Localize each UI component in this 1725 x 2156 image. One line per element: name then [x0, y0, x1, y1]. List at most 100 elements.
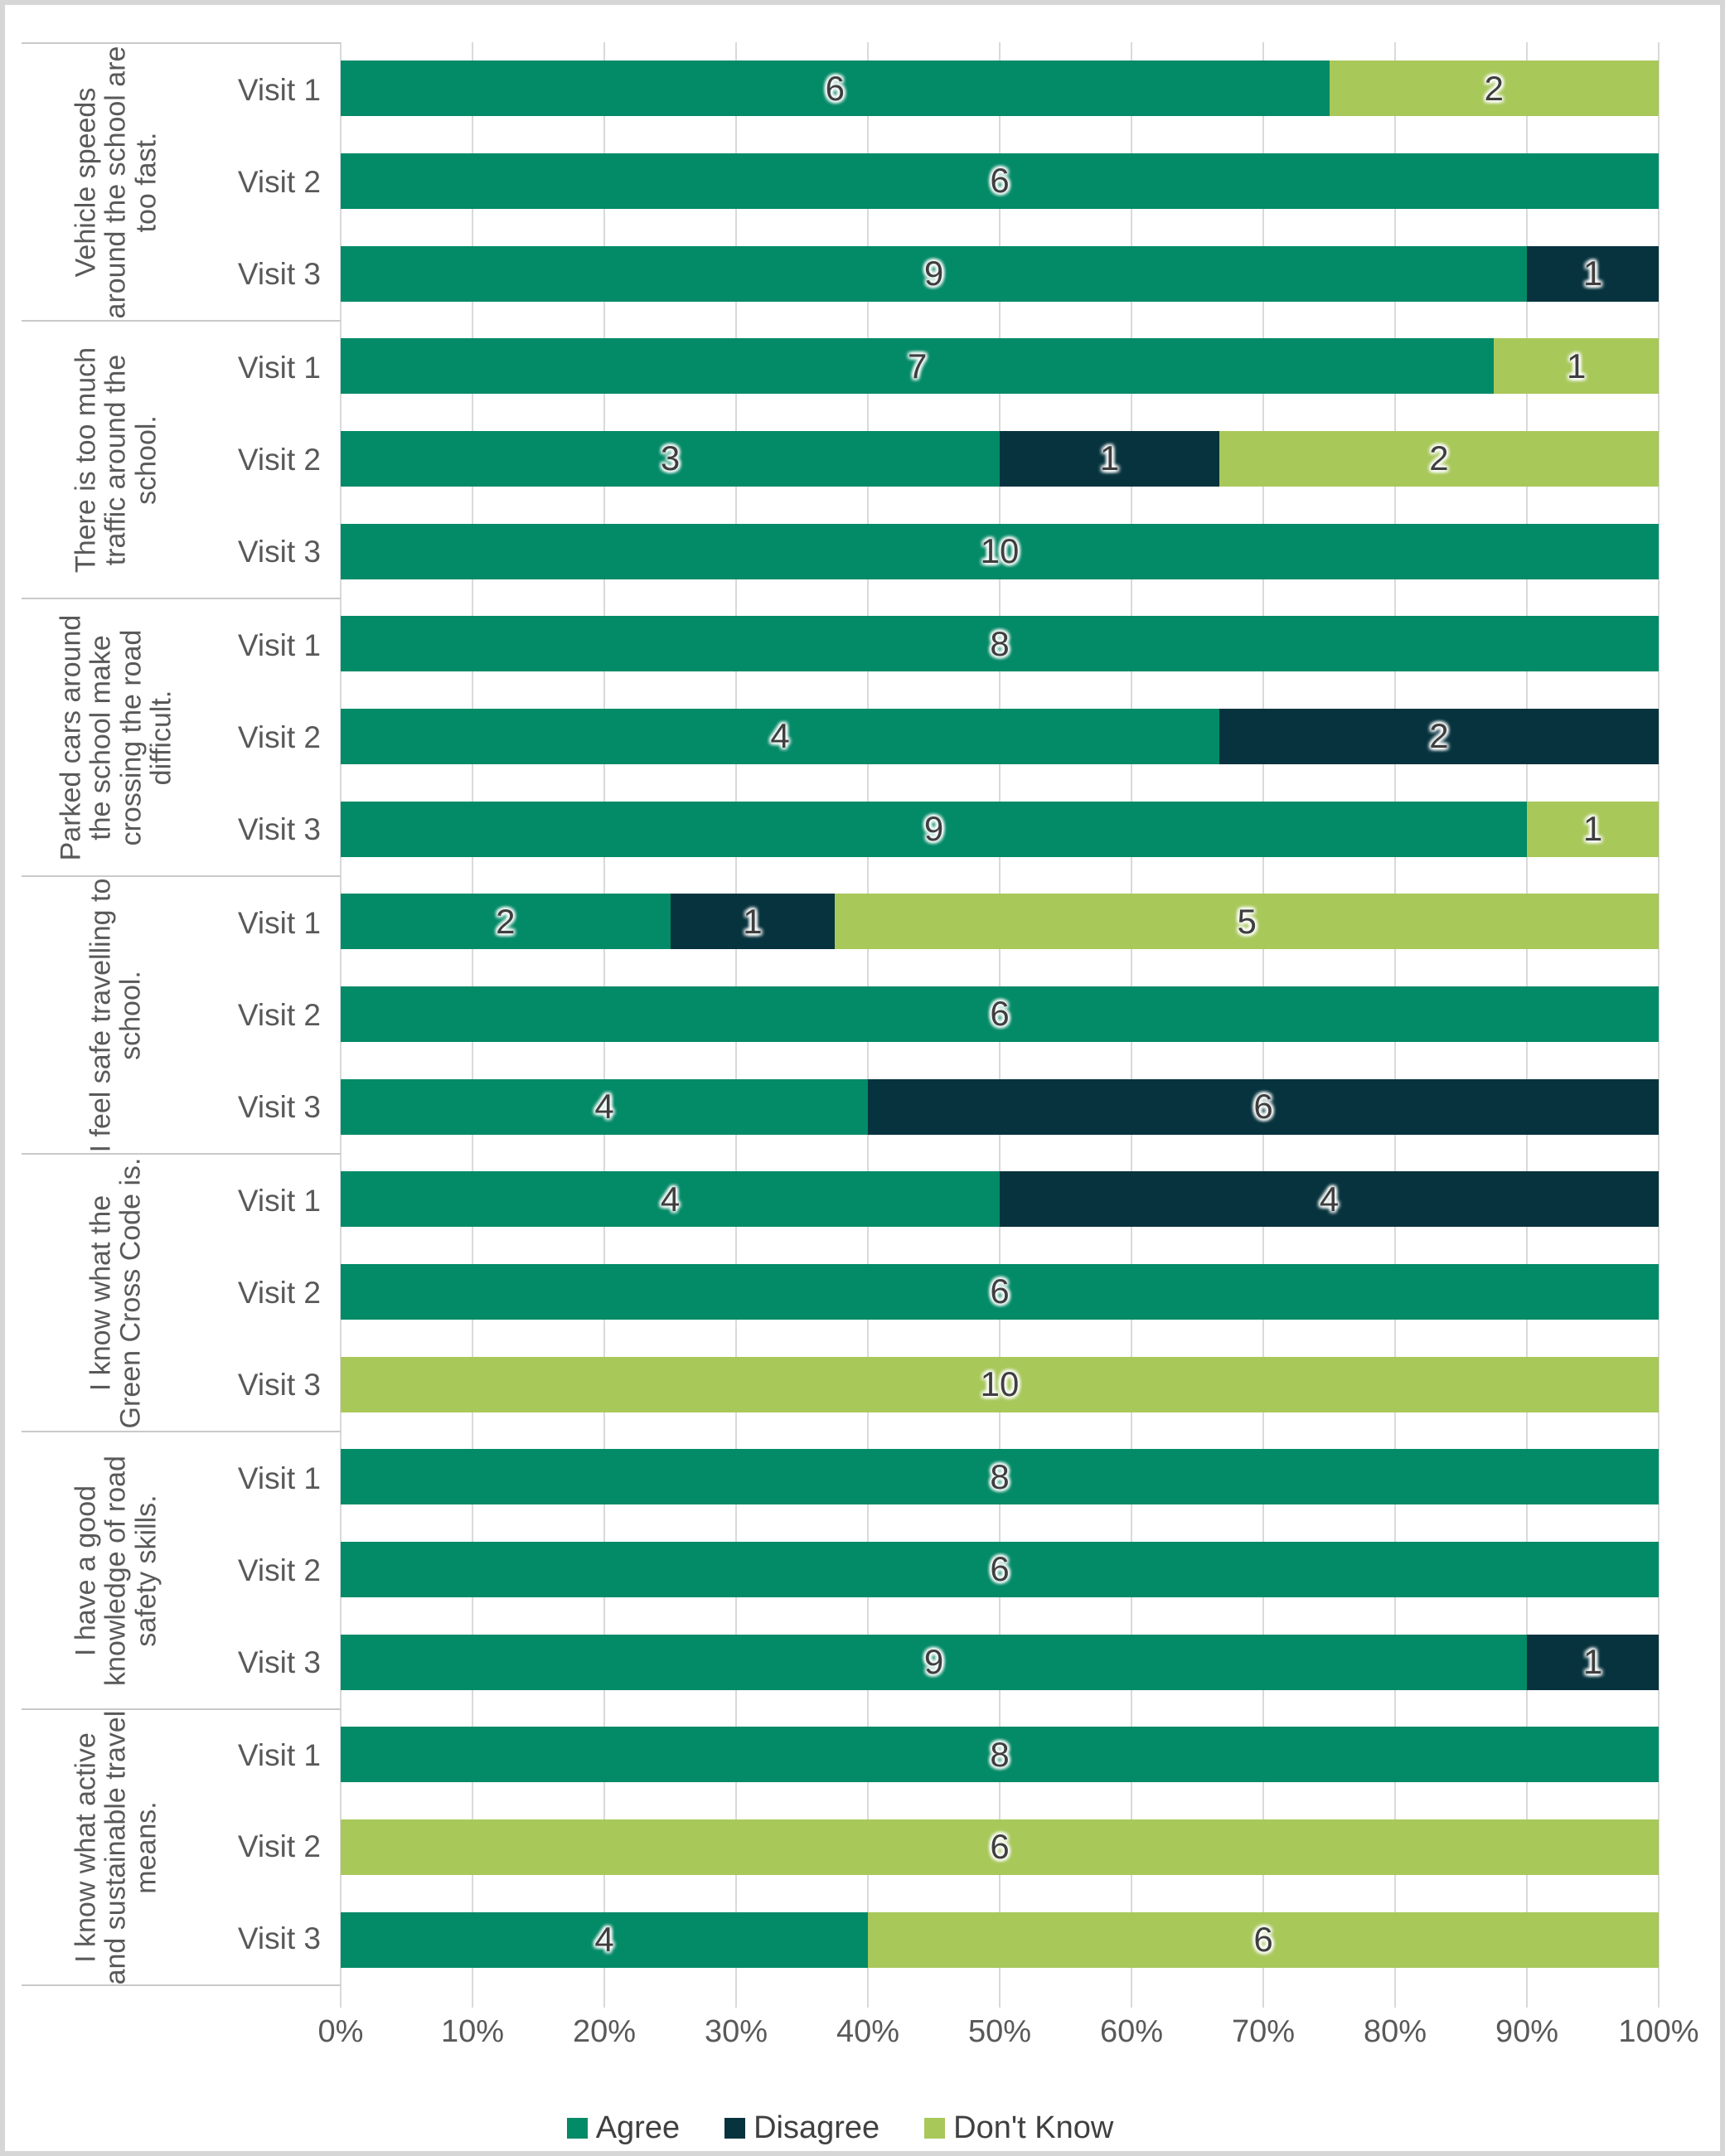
- bar-segment-don-t-know: 6: [341, 1819, 1659, 1875]
- visit-row-label: Visit 1: [237, 1461, 321, 1495]
- visit-row-label: Visit 3: [237, 256, 321, 291]
- bar-track: 6: [341, 135, 1659, 228]
- question-group: I feel safe travelling to school. Visit 1…: [22, 875, 1659, 1153]
- visit-row-label: Visit 1: [237, 350, 321, 385]
- question-label: I have a good knowledge of road safety s…: [70, 1455, 162, 1686]
- segment-value-label: 8: [990, 1734, 1010, 1774]
- legend-swatch-disagree: [724, 2117, 746, 2139]
- bar-segment-don-t-know: 2: [1219, 430, 1659, 487]
- bar-segment-agree: 7: [341, 338, 1495, 395]
- chart-plot-area: Vehicle speeds around the school are too…: [22, 42, 1699, 2151]
- visit-row-label: Visit 2: [237, 442, 321, 477]
- visit-row-label: Visit 2: [237, 1553, 321, 1587]
- legend-item-don-t-know: Don't Know: [924, 2110, 1113, 2146]
- bar-segment-agree: 6: [341, 61, 1330, 117]
- bar-segment-agree: 3: [341, 430, 1000, 487]
- bar-segment-disagree: 1: [670, 894, 836, 950]
- bar-segment-agree: 4: [341, 708, 1219, 764]
- segment-value-label: 6: [990, 1827, 1010, 1867]
- group-label-area: Parked cars around the school make cross…: [22, 598, 341, 875]
- axis-tick-label: 100%: [1618, 2014, 1699, 2049]
- bar-segment-agree: 8: [341, 616, 1659, 672]
- bar-segment-agree: 6: [341, 153, 1659, 209]
- visit-row-label: Visit 2: [237, 997, 321, 1032]
- segment-value-label: 5: [1237, 901, 1257, 941]
- bar-segment-agree: 6: [341, 1541, 1659, 1597]
- legend: Agree Disagree Don't Know: [22, 2099, 1659, 2151]
- axis-tick-label: 50%: [967, 2014, 1032, 2049]
- question-label: Vehicle speeds around the school are too…: [70, 46, 162, 318]
- visit-row-label: Visit 1: [237, 1738, 321, 1773]
- bar-segment-agree: 4: [341, 1911, 868, 1968]
- stacked-bar: 6: [341, 1541, 1659, 1597]
- bar-track: 10: [341, 1338, 1659, 1431]
- visit-label-column: Visit 1 Visit 2 Visit 3: [211, 599, 341, 875]
- axis-tick-mark: [999, 1986, 1001, 2008]
- legend-item-agree: Agree: [566, 2110, 681, 2146]
- bar-track: 10: [341, 505, 1659, 598]
- segment-value-label: 1: [1566, 346, 1587, 385]
- bar-segment-agree: 8: [341, 1727, 1659, 1783]
- segment-value-label: 8: [990, 1456, 1010, 1496]
- question-label-cell: I know what the Green Cross Code is.: [22, 1155, 211, 1431]
- bar-track: 3 1 2: [341, 413, 1659, 506]
- segment-value-label: 3: [660, 438, 681, 478]
- axis-tick-mark: [1394, 1986, 1396, 2008]
- visit-row-label: Visit 2: [237, 1275, 321, 1310]
- segment-value-label: 2: [1484, 68, 1504, 108]
- stacked-bar: 10: [341, 1356, 1659, 1412]
- stacked-bar: 8: [341, 1449, 1659, 1505]
- bar-segment-don-t-know: 1: [1527, 801, 1659, 857]
- segment-value-label: 9: [923, 254, 944, 293]
- question-label: Parked cars around the school make cross…: [55, 614, 177, 860]
- bar-column: 4 4 6 10: [341, 1153, 1659, 1431]
- bar-segment-don-t-know: 2: [1329, 61, 1659, 117]
- segment-value-label: 9: [923, 809, 944, 849]
- visit-row-label: Visit 2: [237, 719, 321, 754]
- segment-value-label: 6: [1253, 1920, 1273, 1960]
- question-label-cell: I know what active and sustainable trave…: [22, 1710, 211, 1984]
- axis-tick-label: 80%: [1363, 2014, 1427, 2049]
- axis-tick-mark: [1131, 1986, 1132, 2008]
- stacked-bar: 8: [341, 1727, 1659, 1783]
- visit-row-label: Visit 3: [237, 1645, 321, 1679]
- segment-value-label: 1: [1099, 438, 1120, 478]
- visit-row-label: Visit 3: [237, 1367, 321, 1402]
- bar-segment-agree: 9: [341, 1634, 1527, 1690]
- legend-label: Don't Know: [953, 2110, 1114, 2145]
- segment-value-label: 4: [770, 716, 790, 756]
- axis-tick-mark: [340, 1986, 342, 2008]
- axis-tick-label: 30%: [704, 2014, 768, 2049]
- chart-groups: Vehicle speeds around the school are too…: [22, 42, 1659, 1986]
- visit-row-label: Visit 3: [237, 1089, 321, 1124]
- legend-label: Agree: [595, 2110, 681, 2145]
- segment-value-label: 2: [1429, 438, 1449, 478]
- legend-swatch-agree: [566, 2117, 588, 2139]
- question-label: I feel safe travelling to school.: [85, 878, 147, 1152]
- bar-segment-disagree: 1: [1000, 430, 1219, 487]
- visit-label-column: Visit 1 Visit 2 Visit 3: [211, 322, 341, 598]
- segment-value-label: 7: [907, 346, 928, 385]
- group-label-area: Vehicle speeds around the school are too…: [22, 42, 341, 320]
- axis-tick-mark: [1262, 1986, 1264, 2008]
- axis-tick-label: 40%: [836, 2014, 900, 2049]
- segment-value-label: 6: [990, 994, 1010, 1034]
- question-group: There is too much traffic around the sch…: [22, 320, 1659, 598]
- visit-row-label: Visit 2: [237, 1829, 321, 1864]
- axis-tick-label: 70%: [1231, 2014, 1296, 2049]
- axis-tick-label: 90%: [1495, 2014, 1559, 2049]
